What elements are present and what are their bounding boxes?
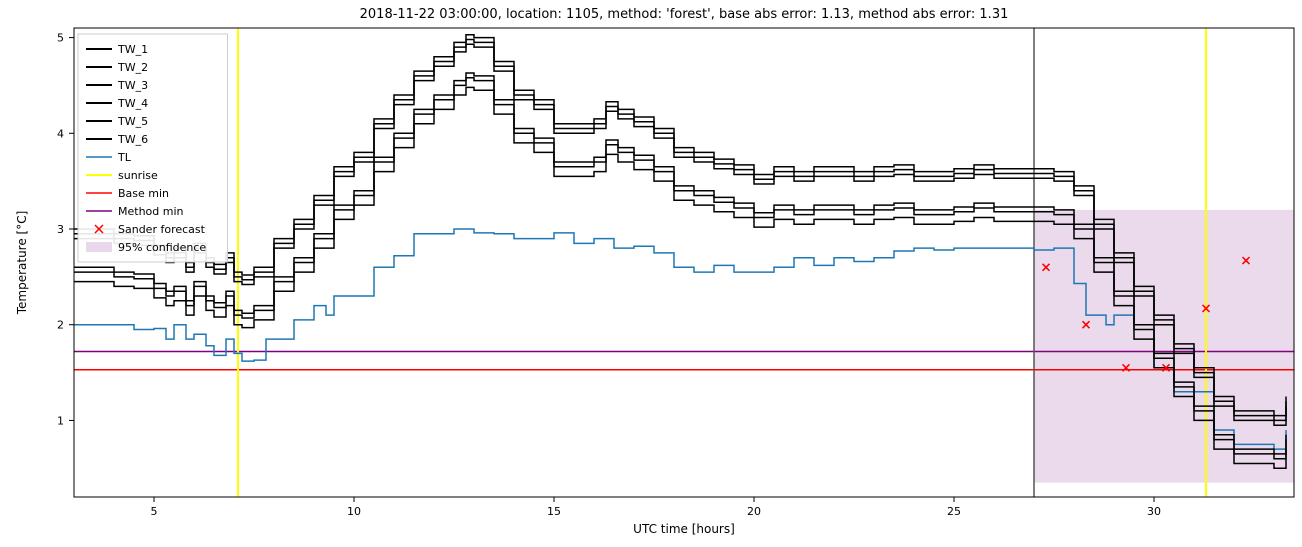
x-tick-label: 5 xyxy=(151,505,158,518)
y-tick-label: 4 xyxy=(57,127,64,140)
x-tick-label: 25 xyxy=(947,505,961,518)
legend-label: Method min xyxy=(118,205,184,218)
x-axis-label: UTC time [hours] xyxy=(633,522,735,536)
legend-label: TW_3 xyxy=(117,79,148,92)
chart-container: 5 10 15 20 25 30 1 2 3 4 5 UTC time [hours] Temperat… xyxy=(0,0,1302,547)
x-tick-label: 10 xyxy=(347,505,361,518)
legend-label: TW_6 xyxy=(117,133,148,146)
legend-label: TL xyxy=(117,151,132,164)
x-tick-label: 20 xyxy=(747,505,761,518)
y-tick-label: 5 xyxy=(57,32,64,45)
legend-label: TW_5 xyxy=(117,115,148,128)
legend: TW_1 TW_2 TW_3 TW_4 TW_5 TW_6 TL sunrise Base mi… xyxy=(78,34,228,262)
y-tick-label: 3 xyxy=(57,223,64,236)
chart-svg: 5 10 15 20 25 30 1 2 3 4 5 UTC time [hours] Temperat… xyxy=(0,0,1302,547)
confidence-band xyxy=(1034,210,1294,483)
y-tick-label: 2 xyxy=(57,319,64,332)
y-tick-label: 1 xyxy=(57,414,64,427)
chart-title: 2018-11-22 03:00:00, location: 1105, met… xyxy=(360,7,1009,22)
legend-label: Sander forecast xyxy=(118,223,206,236)
legend-label: TW_4 xyxy=(117,97,148,110)
legend-label: Base min xyxy=(118,187,169,200)
y-axis-label: Temperature [°C] xyxy=(15,211,29,316)
legend-label: sunrise xyxy=(118,169,158,182)
legend-label: TW_2 xyxy=(117,61,148,74)
legend-label: 95% confidence xyxy=(118,241,206,254)
x-tick-label: 30 xyxy=(1147,505,1161,518)
x-tick-label: 15 xyxy=(547,505,561,518)
legend-label: TW_1 xyxy=(117,43,148,56)
